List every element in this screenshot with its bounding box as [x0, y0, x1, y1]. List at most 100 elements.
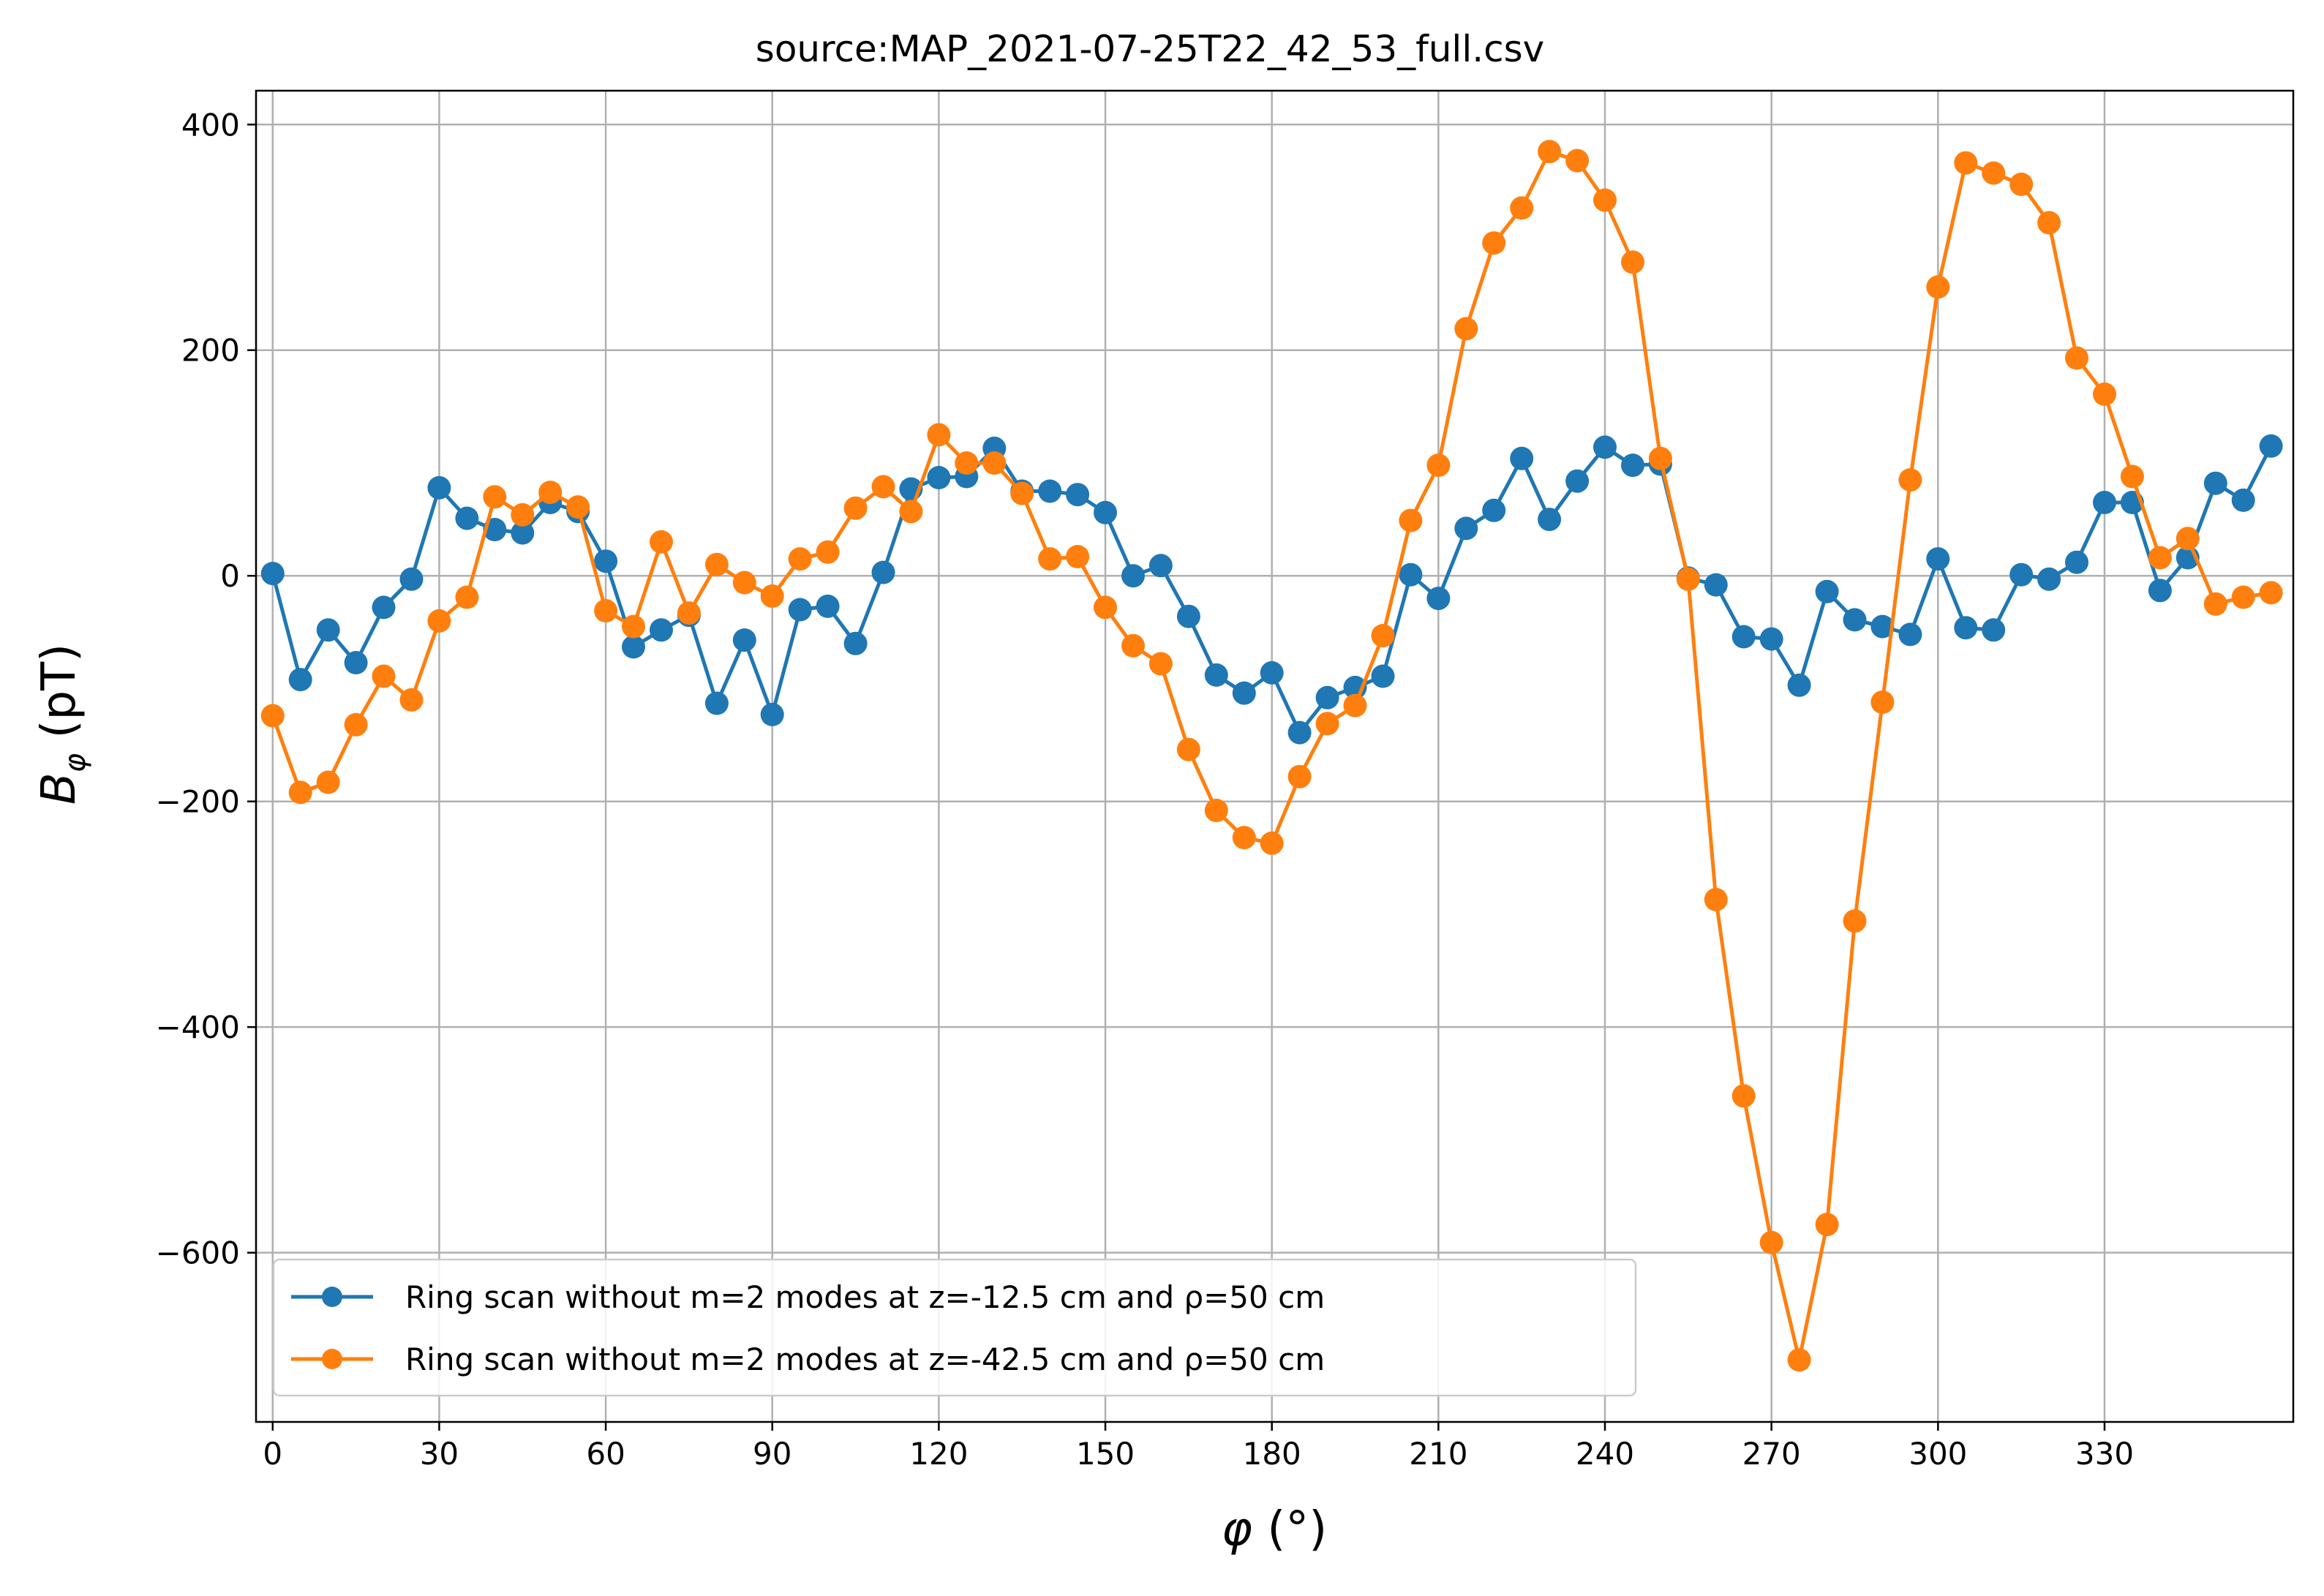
data-point — [399, 567, 424, 591]
x-tick-label: 90 — [753, 1436, 791, 1472]
y-axis-subscript: φ — [59, 753, 92, 772]
data-point — [1094, 595, 1117, 620]
data-point — [566, 495, 590, 519]
data-point — [1482, 231, 1506, 255]
data-point — [2231, 488, 2255, 512]
data-point — [1287, 764, 1312, 788]
data-point — [816, 540, 840, 564]
data-point — [1731, 625, 1756, 649]
data-point — [1759, 627, 1783, 651]
data-point — [1510, 196, 1534, 220]
data-point — [1704, 573, 1728, 597]
data-point — [1565, 148, 1590, 173]
data-point — [2037, 567, 2061, 591]
x-tick-label: 180 — [1243, 1436, 1301, 1472]
data-point — [316, 770, 340, 794]
data-point — [650, 530, 673, 554]
legend: Ring scan without m=2 modes at z=-12.5 c… — [272, 1258, 1637, 1397]
data-point — [704, 552, 729, 576]
data-point — [1815, 579, 1839, 603]
data-point — [1787, 673, 1811, 697]
data-point — [2120, 464, 2144, 489]
data-point — [1648, 446, 1672, 470]
data-point — [1870, 614, 1895, 639]
data-point — [288, 780, 312, 805]
data-point — [871, 475, 895, 499]
y-tick-label: −600 — [156, 1235, 240, 1271]
data-point — [650, 618, 673, 642]
x-axis-symbol: φ — [1222, 1502, 1252, 1557]
data-point — [344, 712, 368, 737]
data-point — [843, 496, 868, 520]
legend-marker-series-2 — [322, 1349, 342, 1369]
data-point — [1954, 616, 1978, 640]
y-tick-label: 200 — [181, 333, 240, 369]
x-axis-title: φ (°) — [1222, 1502, 1328, 1557]
y-tick-label: −400 — [156, 1009, 240, 1045]
data-point — [1094, 500, 1117, 524]
data-point — [1954, 151, 1978, 175]
data-point — [622, 614, 645, 639]
data-point — [372, 595, 396, 620]
legend-marker-series-1 — [322, 1287, 342, 1307]
x-tick-label: 330 — [2075, 1436, 2134, 1472]
data-point — [2148, 546, 2172, 570]
x-tick-label: 240 — [1576, 1436, 1634, 1472]
data-point — [732, 628, 756, 652]
x-tick-label: 150 — [1076, 1436, 1135, 1472]
data-point — [1982, 161, 2006, 185]
x-axis-unit: (°) — [1252, 1502, 1327, 1557]
data-point — [260, 562, 285, 586]
data-point — [1121, 564, 1145, 588]
data-point — [1426, 587, 1451, 611]
y-tick-label: 0 — [220, 558, 240, 594]
data-point — [1232, 826, 1256, 850]
data-point — [427, 609, 451, 633]
data-point — [455, 585, 479, 609]
data-point — [1038, 547, 1062, 571]
data-point — [1399, 562, 1423, 587]
data-point — [2065, 550, 2088, 574]
data-point — [1038, 479, 1062, 503]
data-point — [1815, 1213, 1839, 1237]
data-point — [927, 466, 951, 489]
data-point — [1538, 140, 1562, 164]
y-axis-unit: (pT) — [32, 644, 86, 753]
data-point — [1898, 622, 1922, 647]
data-point — [927, 423, 951, 447]
data-point — [788, 598, 812, 622]
data-point — [1371, 664, 1395, 688]
data-point — [1148, 554, 1173, 578]
data-point — [2231, 585, 2255, 609]
data-point — [1260, 831, 1284, 855]
chart-title: source:MAP_2021-07-25T22_42_53_full.csv — [756, 28, 1544, 70]
legend-entry-1: Ring scan without m=2 modes at z=-12.5 c… — [291, 1279, 1325, 1315]
data-point — [1787, 1348, 1811, 1372]
data-point — [704, 691, 729, 715]
legend-box — [272, 1258, 1637, 1397]
data-point — [1287, 720, 1312, 745]
y-tick-label: 400 — [181, 107, 240, 143]
data-point — [1982, 618, 2006, 642]
x-tick-label: 210 — [1409, 1436, 1467, 1472]
data-point — [982, 451, 1007, 475]
data-point — [288, 668, 312, 692]
data-point — [399, 688, 424, 712]
data-point — [260, 704, 285, 728]
data-point — [2203, 592, 2227, 616]
data-point — [788, 547, 812, 571]
y-tick-label: −200 — [156, 784, 240, 820]
legend-label-series-1: Ring scan without m=2 modes at z=-12.5 c… — [405, 1279, 1325, 1315]
data-point — [955, 451, 979, 475]
data-point — [622, 635, 645, 659]
data-point — [1426, 453, 1451, 478]
data-point — [677, 601, 701, 625]
data-point — [2093, 491, 2116, 514]
data-point — [427, 475, 451, 500]
data-point — [1371, 624, 1395, 647]
series-2 — [260, 140, 2283, 1372]
x-tick-label: 300 — [1909, 1436, 1967, 1472]
data-point — [538, 481, 563, 505]
data-point — [899, 500, 923, 524]
data-point — [316, 618, 340, 642]
